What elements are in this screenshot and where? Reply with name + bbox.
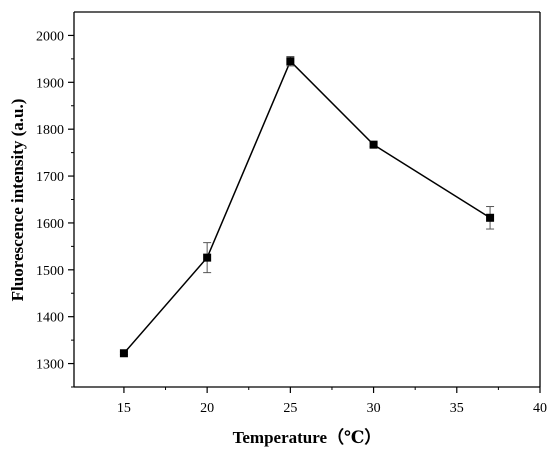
x-axis-title: Temperature（℃） bbox=[233, 427, 382, 447]
series-layer bbox=[119, 56, 495, 358]
x-tick-label: 40 bbox=[533, 401, 547, 416]
data-point-marker bbox=[286, 57, 295, 66]
y-tick-label: 1700 bbox=[36, 170, 64, 185]
x-tick-label: 35 bbox=[450, 401, 464, 416]
y-tick-label: 2000 bbox=[36, 29, 64, 44]
y-tick-label: 1800 bbox=[36, 123, 64, 138]
x-tick-label: 20 bbox=[200, 401, 214, 416]
data-point-marker bbox=[486, 213, 495, 222]
data-point-marker bbox=[369, 140, 378, 149]
series-line bbox=[123, 59, 491, 354]
x-axis-ticks: 15 20 25 30 35 40 bbox=[117, 387, 547, 416]
y-tick-label: 1500 bbox=[36, 264, 64, 279]
x-tick-label: 30 bbox=[367, 401, 381, 416]
y-axis-title: Fluorescence intensity (a.u.) bbox=[8, 99, 27, 302]
y-tick-label: 1400 bbox=[36, 311, 64, 326]
y-axis-ticks: 1300 1400 1500 1600 1700 1800 1900 2000 bbox=[36, 29, 74, 388]
data-point-marker bbox=[119, 349, 128, 358]
y-tick-label: 1300 bbox=[36, 358, 64, 373]
y-tick-label: 1600 bbox=[36, 217, 64, 232]
x-tick-label: 15 bbox=[117, 401, 131, 416]
data-point-marker bbox=[203, 253, 212, 262]
x-tick-label: 25 bbox=[283, 401, 297, 416]
y-tick-label: 1900 bbox=[36, 76, 64, 91]
plot-area bbox=[73, 11, 541, 388]
